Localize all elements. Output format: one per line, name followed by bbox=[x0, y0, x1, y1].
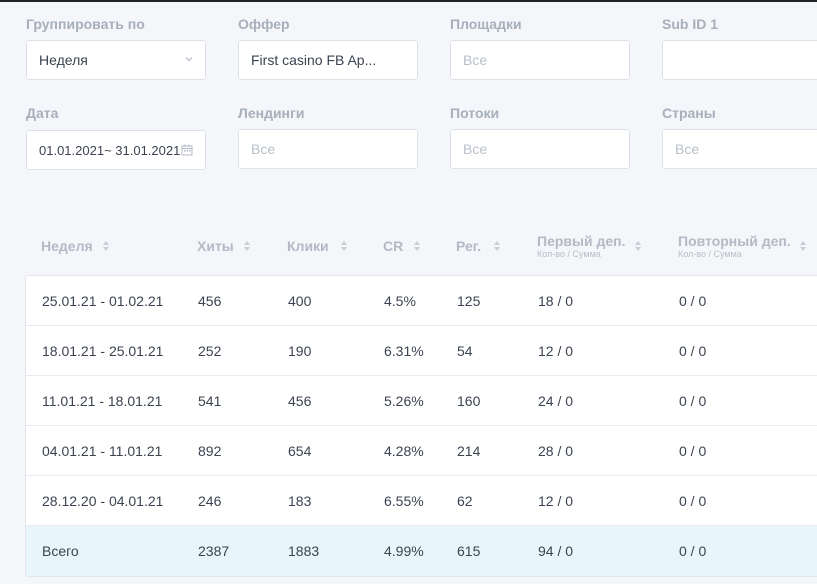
offer-label: Оффер bbox=[238, 16, 290, 32]
column-header-reg[interactable]: Рег. bbox=[456, 222, 526, 275]
column-header-cr[interactable]: CR bbox=[383, 222, 443, 275]
sub-id-label: Sub ID 1 bbox=[662, 16, 719, 32]
column-header-first-dep[interactable]: Первый деп. Кол-во / Сумма bbox=[537, 222, 667, 275]
table-row[interactable]: 04.01.21 - 11.01.21 892 654 4.28% 214 28… bbox=[26, 426, 817, 476]
platforms-select[interactable]: Все bbox=[450, 40, 630, 80]
countries-select[interactable]: Все bbox=[662, 129, 817, 169]
column-header-repeat-dep[interactable]: Повторный деп. Кол-во / Сумма bbox=[678, 222, 817, 275]
landings-placeholder: Все bbox=[251, 141, 276, 157]
chevron-down-icon bbox=[185, 57, 193, 62]
countries-placeholder: Все bbox=[675, 141, 700, 157]
streams-label: Потоки bbox=[450, 105, 500, 121]
table-total-row: Всего 2387 1883 4.99% 615 94 / 0 0 / 0 bbox=[26, 526, 817, 576]
column-header-hits[interactable]: Хиты bbox=[197, 222, 277, 275]
top-border bbox=[0, 0, 817, 2]
sort-icon[interactable] bbox=[799, 239, 807, 253]
table-body: 25.01.21 - 01.02.21 456 400 4.5% 125 18 … bbox=[25, 275, 817, 577]
platforms-label: Площадки bbox=[450, 16, 522, 32]
sub-id-input[interactable] bbox=[662, 40, 817, 80]
group-by-label: Группировать по bbox=[26, 16, 145, 32]
column-header-clicks[interactable]: Клики bbox=[287, 222, 367, 275]
streams-select[interactable]: Все bbox=[450, 129, 630, 169]
date-label: Дата bbox=[26, 105, 59, 121]
offer-value: First casino FB Ap... bbox=[251, 52, 377, 68]
table-row[interactable]: 28.12.20 - 04.01.21 246 183 6.55% 62 12 … bbox=[26, 476, 817, 526]
stats-table: Неделя Хиты Клики CR Рег. bbox=[25, 222, 817, 577]
table-row[interactable]: 25.01.21 - 01.02.21 456 400 4.5% 125 18 … bbox=[26, 276, 817, 326]
countries-label: Страны bbox=[662, 105, 716, 121]
filters-panel: Группировать по Неделя Оффер First casin… bbox=[0, 0, 817, 190]
sort-icon[interactable] bbox=[102, 239, 110, 253]
sort-icon[interactable] bbox=[340, 239, 348, 253]
calendar-icon[interactable] bbox=[181, 144, 193, 156]
offer-select[interactable]: First casino FB Ap... bbox=[238, 40, 418, 80]
group-by-value: Неделя bbox=[39, 52, 88, 68]
sort-icon[interactable] bbox=[634, 239, 642, 253]
platforms-placeholder: Все bbox=[463, 52, 488, 68]
landings-label: Лендинги bbox=[238, 105, 305, 121]
table-row[interactable]: 11.01.21 - 18.01.21 541 456 5.26% 160 24… bbox=[26, 376, 817, 426]
landings-select[interactable]: Все bbox=[238, 129, 418, 169]
streams-placeholder: Все bbox=[463, 141, 488, 157]
sort-icon[interactable] bbox=[413, 239, 421, 253]
date-range-value: 01.01.2021~ 31.01.2021 bbox=[39, 143, 181, 158]
group-by-select[interactable]: Неделя bbox=[26, 40, 206, 80]
table-header: Неделя Хиты Клики CR Рег. bbox=[25, 222, 817, 275]
sort-icon[interactable] bbox=[243, 239, 251, 253]
sort-icon[interactable] bbox=[493, 239, 501, 253]
date-range-input[interactable]: 01.01.2021~ 31.01.2021 bbox=[26, 130, 206, 170]
table-row[interactable]: 18.01.21 - 25.01.21 252 190 6.31% 54 12 … bbox=[26, 326, 817, 376]
column-header-week[interactable]: Неделя bbox=[41, 222, 191, 275]
